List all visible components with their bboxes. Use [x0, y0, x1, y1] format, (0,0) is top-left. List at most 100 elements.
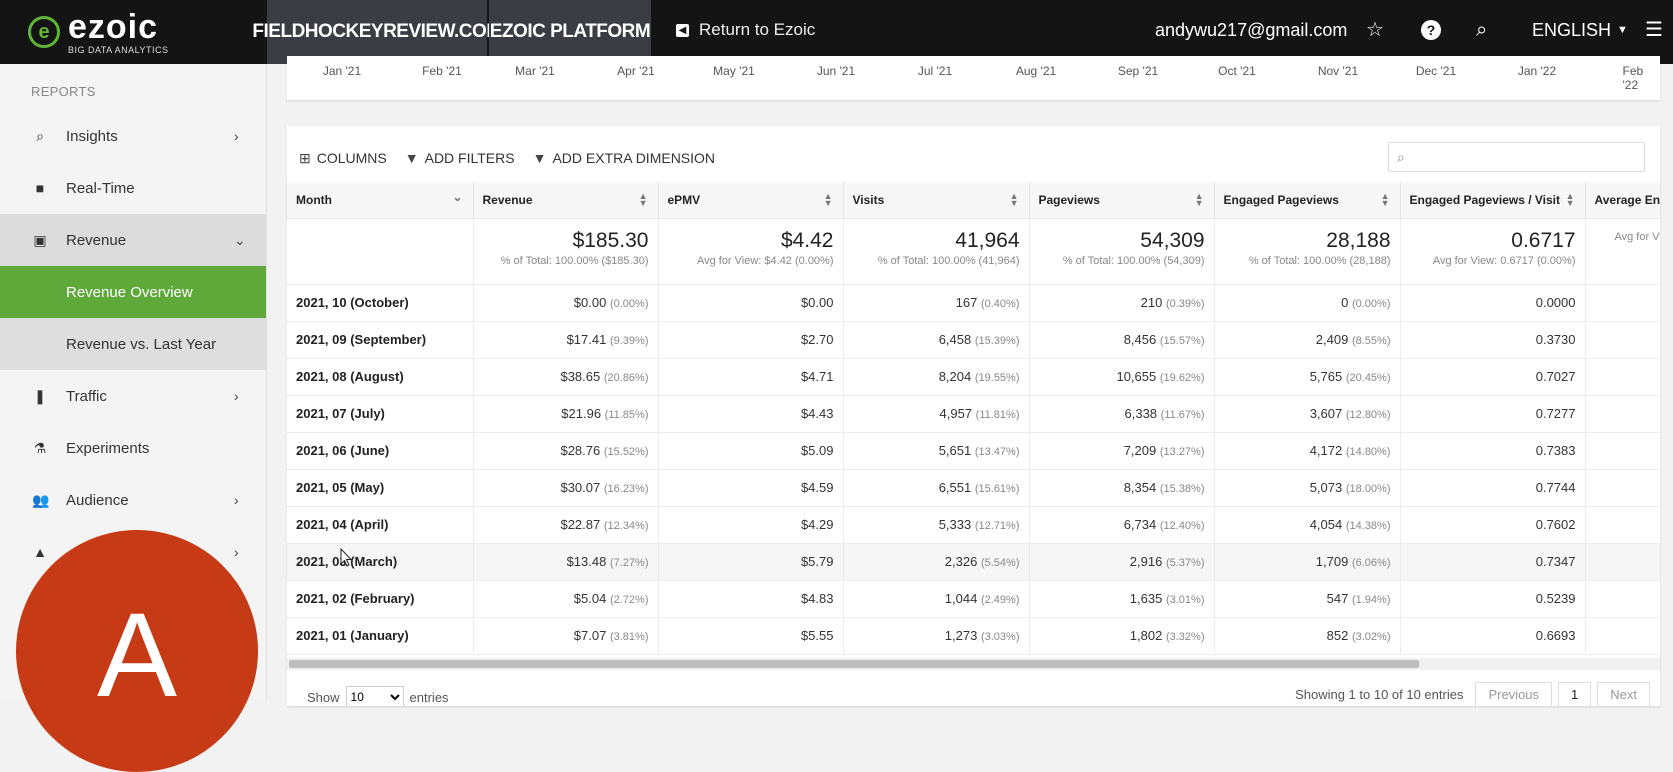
cell-percent: (19.55%) [974, 372, 1020, 384]
month-cell[interactable]: 2021, 04 (April) [287, 506, 474, 544]
table-row[interactable]: 2021, 02 (February) $5.04 (2.72%) $4.83 1,0… [287, 580, 1660, 618]
star-icon[interactable]: ☆ [1366, 19, 1384, 41]
page-1-button[interactable]: 1 [1558, 682, 1592, 706]
value-cell: $38.65 (20.86%) [473, 358, 659, 396]
cell-percent: (12.71%) [974, 520, 1020, 532]
sidebar-item-obscured[interactable]: ▲ › [0, 526, 266, 578]
ezoic-logo[interactable]: e ezoic BIG DATA ANALYTICS [0, 0, 267, 64]
month-cell[interactable]: 2021, 09 (September) [287, 321, 474, 359]
month-cell[interactable]: 2021, 06 (June) [287, 432, 474, 470]
month-cell[interactable]: 2021, 02 (February) [287, 580, 474, 618]
previous-button[interactable]: Previous [1475, 682, 1553, 706]
value-cell: 1,044 (2.49%) [843, 580, 1030, 618]
columns-icon: ⊞ [299, 149, 311, 166]
add-filters-button[interactable]: ▼ ADD FILTERS [405, 150, 515, 166]
entries-select[interactable]: 10 [345, 686, 404, 706]
total-cell: 41,964 % of Total: 100.00% (41,964) [843, 218, 1030, 285]
table-row[interactable]: 2021, 04 (April) $22.87 (12.34%) $4.29 5,33… [287, 506, 1660, 544]
value-cell: 0.5239 [1400, 580, 1586, 618]
add-extra-dimension-button[interactable]: ▼ ADD EXTRA DIMENSION [533, 150, 715, 166]
table-search-input[interactable] [1417, 147, 1637, 167]
cell-percent: (6.06%) [1351, 557, 1391, 569]
filter-icon: ▼ [532, 150, 547, 166]
columns-button[interactable]: ⊞ COLUMNS [299, 150, 387, 167]
col-header-engaged-pageviews-per-visit[interactable]: Engaged Pageviews / Visit ▲ ▼ [1400, 182, 1586, 219]
col-header-average-engaged[interactable]: Average En [1585, 182, 1660, 219]
cell-percent: (11.81%) [975, 409, 1020, 421]
cell-percent: (15.39%) [974, 335, 1020, 347]
language-select[interactable]: ENGLISH ▼ [1532, 0, 1628, 60]
sidebar-item-revenue-vs-last-year[interactable]: Revenue vs. Last Year [0, 318, 266, 370]
menu-icon[interactable]: ☰ [1645, 19, 1663, 41]
add-dimension-label: ADD EXTRA DIMENSION [552, 150, 716, 166]
sidebar-item-insights[interactable]: ⌕ Insights › [0, 110, 266, 162]
user-email[interactable]: andywu217@gmail.com [1155, 19, 1348, 40]
sidebar-item-traffic[interactable]: ❚ Traffic › [0, 370, 266, 422]
back-arrow-icon: ◀ [676, 23, 689, 37]
cell-value: 1,709 [1315, 554, 1349, 569]
cell-percent: (11.85%) [604, 409, 649, 421]
totals-row: $185.30 % of Total: 100.00% ($185.30) $4.… [287, 218, 1660, 285]
header-label: Pageviews [1038, 192, 1100, 207]
month-label: Dec '21 [1415, 64, 1457, 78]
value-cell: 4,054 (14.38%) [1214, 506, 1401, 544]
table-row[interactable]: 2021, 09 (September) $17.41 (9.39%) $2.70 6… [287, 321, 1660, 359]
tab-platform[interactable]: EZOIC PLATFORM [489, 0, 651, 64]
month-cell[interactable]: 2021, 10 (October) [287, 284, 474, 322]
col-header-month[interactable]: Month ⌄ [287, 182, 474, 219]
month-cell[interactable]: 2021, 03 (March) [287, 543, 474, 581]
sidebar-item-real-time[interactable]: ■ Real-Time [0, 162, 266, 214]
return-to-ezoic-link[interactable]: ◀ Return to Ezoic [676, 0, 815, 60]
month-label: Aug '21 [1015, 64, 1057, 78]
col-header-epmv[interactable]: ePMV ▲ ▼ [658, 182, 844, 219]
cell-value: 0.7027 [1535, 369, 1576, 384]
table-row[interactable]: 2021, 06 (June) $28.76 (15.52%) $5.09 5,651… [287, 432, 1660, 470]
table-row[interactable]: 2021, 07 (July) $21.96 (11.85%) $4.43 4,957… [287, 395, 1660, 433]
cell-percent: (13.27%) [1159, 446, 1205, 458]
month-cell[interactable]: 2021, 05 (May) [287, 469, 474, 507]
help-icon[interactable]: ? [1421, 20, 1441, 40]
search-icon: ⌕ [1397, 149, 1405, 165]
col-header-engaged-pageviews[interactable]: Engaged Pageviews ▲ ▼ [1214, 182, 1401, 219]
show-label: Show [307, 689, 340, 705]
caret-down-icon: ▼ [1617, 24, 1628, 36]
money-icon: ▣ [33, 231, 47, 248]
cell-value: 4,054 [1309, 517, 1343, 532]
table-row[interactable]: 2021, 03 (March) $13.48 (7.27%) $5.79 2,326… [287, 543, 1660, 581]
scrollbar-thumb[interactable] [289, 660, 1419, 668]
month-cell[interactable]: 2021, 08 (August) [287, 358, 474, 396]
avatar[interactable]: A [16, 530, 258, 772]
value-cell: 8,456 (15.57%) [1029, 321, 1215, 359]
sidebar-item-audience[interactable]: 👥 Audience › [0, 474, 266, 526]
cell-value: $17.41 [566, 332, 607, 347]
sidebar-item-revenue[interactable]: ▣ Revenue ⌄ [0, 214, 266, 266]
cell-value: $5.55 [800, 628, 834, 643]
next-button[interactable]: Next [1597, 682, 1650, 706]
table-row[interactable]: 2021, 08 (August) $38.65 (20.86%) $4.71 8,2… [287, 358, 1660, 396]
chevron-right-icon: › [234, 492, 239, 508]
sort-icon: ▲ ▼ [638, 191, 648, 208]
col-header-visits[interactable]: Visits ▲ ▼ [843, 182, 1030, 219]
sidebar-item-experiments[interactable]: ⚗ Experiments [0, 422, 266, 474]
col-header-pageviews[interactable]: Pageviews ▲ ▼ [1029, 182, 1215, 219]
month-cell[interactable]: 2021, 01 (January) [287, 617, 474, 655]
table-row[interactable]: 2021, 01 (January) $7.07 (3.81%) $5.55 1,27… [287, 617, 1660, 655]
value-cell: 1,802 (3.32%) [1029, 617, 1215, 655]
table-row[interactable]: 2021, 10 (October) $0.00 (0.00%) $0.00 167 … [287, 284, 1660, 322]
value-cell: $2.70 [658, 321, 844, 359]
cell-value: 2,916 [1129, 554, 1163, 569]
value-cell: 1,709 (6.06%) [1214, 543, 1401, 581]
cell-percent: (8.55%) [1351, 335, 1391, 347]
cell-percent: (20.86%) [603, 372, 649, 384]
month-cell[interactable]: 2021, 07 (July) [287, 395, 474, 433]
horizontal-scrollbar[interactable] [287, 658, 1660, 670]
header-label: Engaged Pageviews / Visit [1409, 192, 1561, 207]
table-row[interactable]: 2021, 05 (May) $30.07 (16.23%) $4.59 6,551 … [287, 469, 1660, 507]
search-icon[interactable]: ⌕ [1476, 19, 1488, 41]
cell-value: 8,354 [1123, 480, 1157, 495]
col-header-revenue[interactable]: Revenue ▲ ▼ [473, 182, 659, 219]
logo-word: ezoic [68, 7, 159, 46]
value-cell [1585, 395, 1660, 433]
tab-site[interactable]: FIELDHOCKEYREVIEW.COM [252, 0, 502, 64]
sidebar-item-revenue-overview[interactable]: Revenue Overview [0, 266, 266, 318]
